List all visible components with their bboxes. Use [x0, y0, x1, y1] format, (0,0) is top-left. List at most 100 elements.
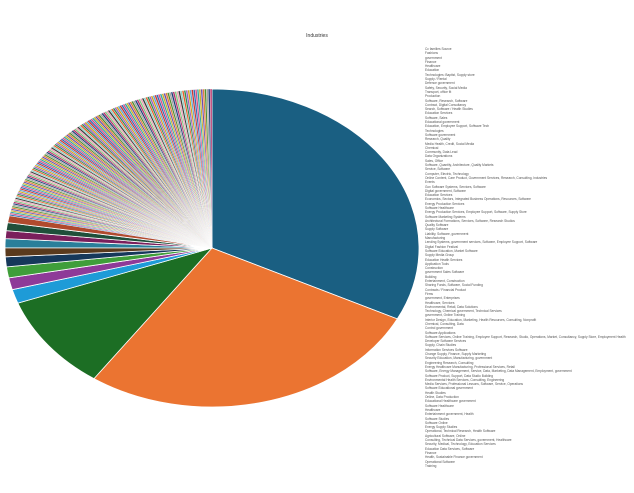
- legend-entry: Engineering Research, Consulting: [425, 360, 474, 365]
- legend-entry: Manufacturing: [425, 236, 446, 241]
- legend-entry: Cc families Source: [425, 47, 452, 51]
- legend-entry: government, Enterprises: [425, 296, 460, 301]
- legend-entry: Sharing Funds, Software, Social Funding: [425, 283, 483, 288]
- legend-entry: Environmental, Retail, Data Solutions: [425, 304, 478, 309]
- legend-entry: Software, Energy Management, Service, Da…: [425, 369, 572, 374]
- legend-entry: Education, Employee Support, Software Te…: [425, 124, 490, 129]
- legend-entry: Technologies: [425, 128, 444, 133]
- legend-entry: Software, Sales: [425, 115, 448, 120]
- legend-entry: Firms: [425, 291, 433, 296]
- legend-entry: Lending Systems, government services, So…: [425, 240, 538, 245]
- legend-entry: Educational Healthcare government: [425, 399, 476, 404]
- pie-slice: [17, 247, 214, 380]
- legend-entry: Software Healthcare: [425, 205, 454, 210]
- legend-entry: Health Studies: [425, 390, 446, 395]
- legend-entry: Chemical, Consulting, Data: [425, 322, 464, 326]
- legend-entry: Digital Fashion Festival: [425, 244, 458, 249]
- legend-entry: Operational, Technical Research, Health …: [425, 429, 496, 434]
- legend-entry: Entertainment, Construction: [425, 279, 465, 284]
- legend-entry: Transport, office fit: [425, 89, 452, 94]
- legend-entry: Gov Software Systems, Services, Software: [425, 184, 486, 189]
- legend-entry: Online Content, Care Product, Government…: [425, 175, 548, 180]
- legend-entry: Technologies: Baptist, Supply store: [425, 72, 475, 77]
- pie-slices: [4, 88, 420, 408]
- legend-entry: Supply, Chain Studies: [425, 343, 457, 348]
- legend-entry: Quality Software: [425, 223, 449, 228]
- legend-entry: Research, Quality: [425, 137, 451, 142]
- legend-entry: Defence government: [425, 81, 455, 86]
- legend-entry: Application Tools: [425, 261, 449, 266]
- legend-entry: Contract, Digital Consultancy: [425, 102, 467, 107]
- legend-entry: Software Product, Support, Data Studio B…: [425, 373, 494, 378]
- legend-entry: Finance: [425, 59, 437, 64]
- legend: Cc families Source Fashions government Fina…: [425, 47, 630, 468]
- legend-entry: Digital government, Software: [425, 188, 466, 193]
- legend-entry: Safety, Security, Social Media: [425, 85, 467, 90]
- legend-entry: Supply Media Group: [425, 253, 455, 258]
- legend-entry: Data Organizations: [425, 154, 453, 159]
- legend-entry: government Sales Software: [425, 270, 465, 275]
- legend-entry: Software government: [425, 132, 456, 137]
- legend-entry: Agricultural Software, Online: [425, 433, 466, 438]
- legend-entry: Energy Production Services, Employee Sup…: [425, 210, 527, 215]
- legend-entry: Health, Sustainable Finance government: [425, 455, 483, 460]
- legend-entry: Software, Research, Software: [425, 98, 468, 103]
- legend-entry: Architectural Formations, Services, Soft…: [425, 218, 515, 223]
- legend-entry: Economics, Sectors, Integrated Business …: [425, 197, 531, 202]
- legend-entry: Software, Quantity, Architecture, Qualit…: [425, 163, 494, 168]
- legend-entry: Building: [425, 274, 437, 279]
- legend-entry: Software Studies: [425, 416, 450, 421]
- legend-entry: Healthcare: [425, 407, 441, 412]
- legend-entry: Community, Data Lead: [425, 150, 458, 155]
- legend-entry: Media Services, Professional Lessons, So…: [425, 382, 523, 387]
- legend-entry: Online, Data Production: [425, 395, 459, 400]
- legend-entry: Media Health, Credit, Social Media: [425, 141, 475, 146]
- legend-entry: Operational Software: [425, 459, 455, 464]
- legend-entry: Technology, Chemical government, Technic…: [425, 309, 502, 314]
- legend-entry: Educational government: [425, 120, 460, 125]
- legend-entry: Training: [425, 463, 437, 468]
- legend-entry: Healthcare: [425, 64, 441, 69]
- legend-entry: Software Marketing Systems: [425, 214, 466, 219]
- legend-entry: Developer Software Services: [425, 339, 467, 344]
- legend-entry: Search, Software / Health Studies: [425, 107, 473, 112]
- legend-entry: Computer, Electric, Technology: [425, 171, 469, 176]
- legend-entry: government: [425, 55, 442, 60]
- legend-entry: Software Online: [425, 420, 448, 425]
- pie-slice: [209, 88, 213, 249]
- legend-entry: Education: [425, 68, 440, 73]
- legend-entry: Energy Production Services: [425, 201, 465, 206]
- legend-entry: Construction: [425, 266, 443, 271]
- legend-entry: Finance: [425, 450, 437, 455]
- legend-entry: Chemical: [425, 145, 439, 150]
- legend-entry: Interior Design, Education, Marketing, H…: [425, 317, 537, 322]
- legend-entry: Education Data Services, Software: [425, 446, 475, 451]
- legend-entry: Fashions: [425, 51, 438, 56]
- legend-entry: Security, Medical, Technology, Education…: [425, 442, 496, 447]
- legend-entry: Contracts / Financial Product: [425, 287, 466, 292]
- legend-entry: Production: [425, 94, 441, 99]
- legend-entry: Sales, Office: [425, 158, 444, 163]
- legend-entry: Control government: [425, 326, 453, 331]
- legend-entry: Entertainment government, Health: [425, 412, 474, 417]
- legend-entry: Liability, Software, government: [425, 231, 469, 236]
- legend-entry: Change Supply, Finance, Supply Marketing: [425, 352, 487, 357]
- legend-entry: Supply / Rental: [425, 77, 447, 82]
- legend-entry: Software Services, Online Training, Empl…: [425, 334, 626, 339]
- legend-entry: Environmental Health Services, Consultin…: [425, 377, 505, 382]
- legend-entry: Healthcare, Services: [425, 300, 455, 305]
- legend-entry: government, Online Training: [425, 313, 466, 318]
- legend-entry: Software Healthcare: [425, 403, 454, 408]
- legend-entry: Software Education, Market Software: [425, 248, 478, 253]
- legend-entry: Consulting, Technical Data Services, gov…: [425, 438, 512, 443]
- legend-entry: Software Applications: [425, 330, 456, 335]
- legend-entry: Education Services: [425, 193, 453, 198]
- chart-title: Industries: [306, 33, 328, 39]
- legend-entry: Education Services: [425, 111, 453, 116]
- legend-entry: Service, Software: [425, 167, 450, 172]
- legend-entry: Energy Supply Studies: [425, 425, 458, 430]
- legend-entry: Education Health Services: [425, 257, 463, 262]
- legend-entry: Security Education, Manufacturing, gover…: [425, 356, 493, 361]
- legend-entry: Supply Software: [425, 227, 449, 232]
